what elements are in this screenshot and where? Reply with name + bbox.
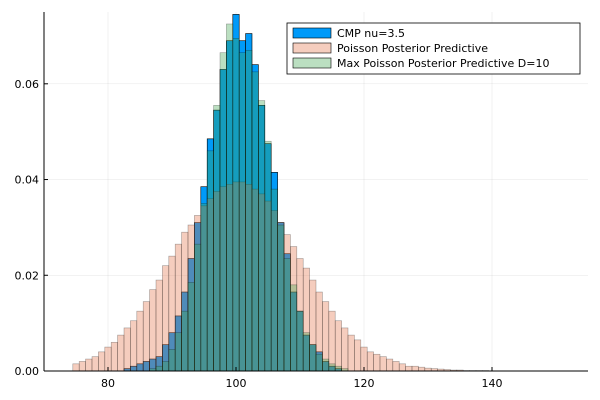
y-axis-ticks: 0.00 0.02 0.04 0.06: [15, 78, 48, 378]
histogram-bar: [98, 351, 106, 372]
histogram-bar: [181, 310, 189, 372]
x-tick-label: 100: [226, 377, 247, 390]
histogram-bar: [386, 358, 394, 372]
histogram-bar: [373, 353, 381, 372]
histogram-bar: [334, 320, 342, 372]
histogram-bar: [347, 334, 355, 372]
histogram-bar: [302, 332, 310, 372]
histogram-bar: [206, 150, 214, 372]
legend-box: [286, 22, 581, 75]
histogram-bar: [258, 100, 266, 372]
histogram-bar: [411, 365, 419, 372]
histogram-bar: [174, 332, 182, 372]
histogram-bar: [322, 358, 330, 372]
histogram-bar: [418, 366, 426, 372]
histogram-bar: [219, 52, 227, 372]
y-tick-label: 0.06: [15, 78, 40, 91]
histogram-bar: [78, 361, 86, 372]
histogram-bar: [334, 365, 342, 372]
histogram-bar: [328, 363, 336, 372]
y-tick-label: 0.04: [15, 174, 40, 187]
legend-swatch: [292, 42, 332, 54]
legend-label: Poisson Posterior Predictive: [337, 42, 488, 55]
histogram-bar: [341, 327, 349, 372]
histogram-bar: [354, 339, 362, 372]
histogram-bar: [398, 363, 406, 372]
histogram-bar: [238, 52, 246, 372]
histogram-bar: [315, 353, 323, 372]
histogram-bar: [110, 341, 118, 372]
histogram-bar: [117, 334, 125, 372]
x-tick-label: 80: [101, 377, 115, 390]
histogram-bar: [155, 279, 163, 372]
histogram-bar: [194, 243, 202, 372]
histogram-bar: [379, 356, 387, 372]
legend-label: Max Poisson Posterior Predictive D=10: [337, 57, 549, 70]
histogram-bar: [232, 38, 240, 372]
axes: [43, 12, 588, 372]
histogram-bar: [366, 351, 374, 372]
x-tick-label: 140: [482, 377, 503, 390]
legend-swatch: [292, 27, 332, 39]
histogram-bar: [136, 310, 144, 372]
histogram-bar: [85, 358, 93, 372]
y-tick-label: 0.00: [15, 365, 40, 378]
legend: CMP nu=3.5 Poisson Posterior Predictive Ma…: [286, 22, 581, 75]
x-tick-label: 120: [354, 377, 375, 390]
histogram-bar: [155, 365, 163, 372]
histogram-bar: [200, 203, 208, 372]
histogram-bar: [162, 265, 170, 372]
histogram-bar: [91, 356, 99, 372]
histogram-bar: [290, 284, 298, 372]
histogram-bar: [213, 105, 221, 372]
histogram-bar: [392, 361, 400, 372]
histogram-bar: [187, 282, 195, 372]
histogram-bar: [309, 344, 317, 372]
histogram-bar: [283, 258, 291, 372]
x-axis-ticks: 80 100 120 140: [101, 367, 503, 390]
histogram-bar: [142, 301, 150, 372]
histogram-bar: [226, 23, 234, 372]
legend-label: CMP nu=3.5: [337, 27, 405, 40]
histogram-bar: [245, 49, 253, 372]
histogram-bar: [130, 320, 138, 372]
histogram-bar: [168, 349, 176, 372]
histogram-bar: [264, 140, 272, 372]
histogram-bar: [72, 363, 80, 372]
legend-swatch: [292, 57, 332, 69]
histogram-bar: [251, 71, 259, 372]
histogram-bar: [328, 310, 336, 372]
histogram-bar: [123, 327, 131, 372]
histogram-bar: [270, 188, 278, 372]
histogram-bar: [405, 365, 413, 372]
y-tick-label: 0.02: [15, 269, 40, 282]
histogram-bar: [277, 224, 285, 372]
histogram-bar: [162, 361, 170, 372]
histogram-bar: [296, 310, 304, 372]
histogram-bar: [149, 289, 157, 372]
